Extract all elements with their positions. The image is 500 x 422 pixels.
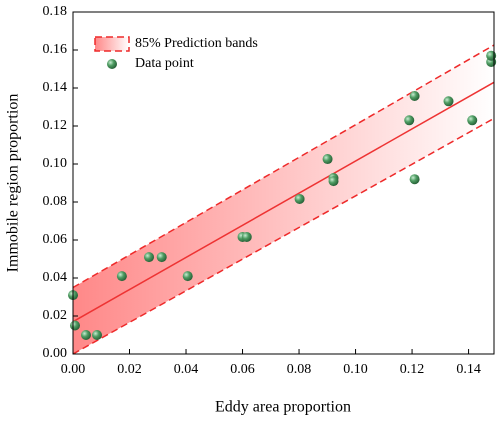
legend-band-swatch (94, 36, 130, 52)
data-point (156, 252, 167, 263)
data-point (322, 154, 333, 165)
data-point (404, 115, 415, 126)
y-tick-label: 0.02 (43, 308, 68, 323)
data-point (443, 96, 454, 107)
plot-frame (72, 11, 495, 355)
data-point (144, 252, 155, 263)
y-tick-label: 0.16 (43, 42, 68, 57)
y-tick-label: 0.14 (43, 80, 68, 95)
data-point (409, 90, 420, 101)
y-tick-label: 0.18 (43, 4, 68, 19)
legend-label: 85% Prediction bands (135, 36, 258, 51)
x-tick-label: 0.00 (61, 362, 86, 377)
y-tick-label: 0.08 (43, 194, 68, 209)
fit-line (72, 81, 495, 323)
x-tick-label: 0.04 (174, 362, 199, 377)
band-edge (72, 117, 495, 355)
data-point (294, 193, 305, 204)
x-tick-label: 0.02 (117, 362, 142, 377)
data-point (69, 320, 80, 331)
data-point (467, 115, 478, 126)
data-point (116, 271, 127, 282)
data-point (80, 330, 91, 340)
band-edge (72, 44, 495, 289)
x-axis-title: Eddy area proportion (215, 399, 351, 416)
x-tick-label: 0.10 (343, 362, 368, 377)
y-tick-label: 0.00 (43, 346, 68, 361)
data-point (92, 330, 103, 340)
data-point (409, 174, 420, 185)
x-tick-label: 0.08 (287, 362, 312, 377)
data-point (241, 231, 252, 242)
legend-point (107, 59, 117, 69)
y-tick-label: 0.04 (43, 270, 68, 285)
legend-label: Data point (135, 56, 194, 71)
y-tick-label: 0.12 (43, 118, 68, 133)
data-point (328, 176, 339, 187)
y-tick-label: 0.06 (43, 232, 68, 247)
data-point (182, 271, 193, 282)
y-axis-title: Immobile region proportion (5, 94, 22, 273)
y-tick-label: 0.10 (43, 156, 68, 171)
x-tick-label: 0.12 (400, 362, 425, 377)
prediction-band (73, 45, 494, 355)
x-tick-label: 0.14 (456, 362, 481, 377)
data-point (486, 50, 497, 61)
x-tick-label: 0.06 (230, 362, 255, 377)
